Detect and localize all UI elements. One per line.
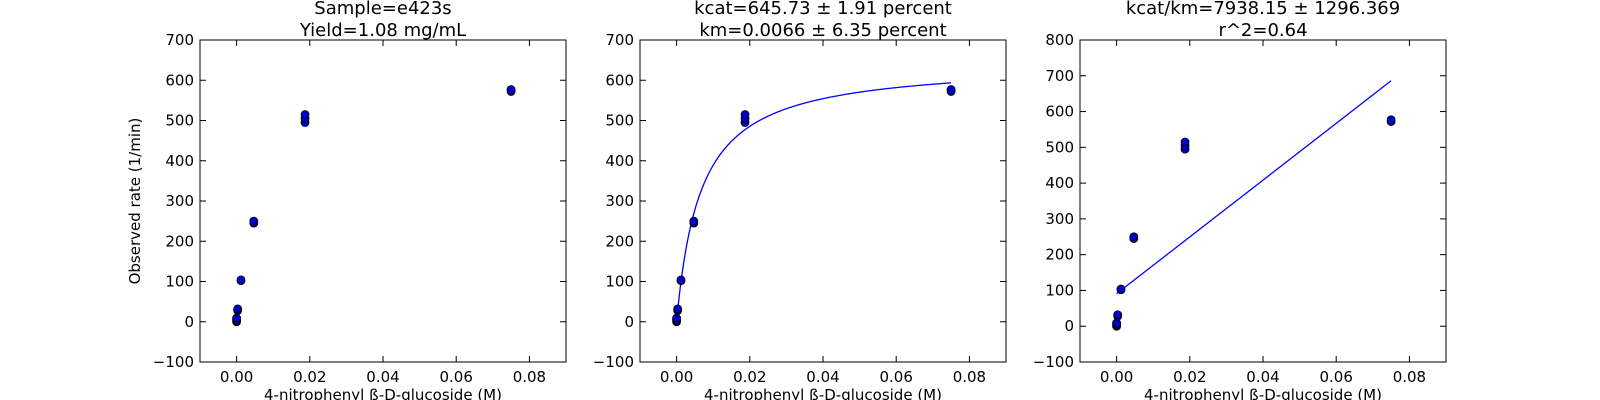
y-tick-label: 700	[1045, 67, 1074, 85]
y-axis-label: Observed rate (1/min)	[126, 118, 144, 285]
x-tick-label: 0.00	[220, 368, 253, 386]
y-tick-label: 100	[165, 273, 194, 291]
y-tick-label: 300	[1045, 210, 1074, 228]
x-tick-label: 0.08	[513, 368, 546, 386]
data-point	[946, 85, 956, 94]
y-tick-label: 0	[184, 313, 194, 331]
x-tick-label: 0.08	[953, 368, 986, 386]
y-tick-label: 0	[624, 313, 634, 331]
data-point	[232, 313, 242, 323]
y-tick-label: 200	[605, 232, 634, 250]
x-axis-label: 4-nitrophenyl ß-D-glucoside (M)	[264, 386, 502, 400]
data-point	[672, 313, 681, 323]
data-point	[1116, 284, 1126, 294]
y-tick-label: 700	[165, 31, 194, 49]
x-tick-label: 0.06	[879, 368, 912, 386]
fit-curve	[675, 82, 952, 322]
y-tick-label: 0	[1064, 317, 1074, 335]
y-tick-label: 400	[1045, 174, 1074, 192]
data-point	[236, 275, 246, 285]
data-point	[249, 216, 259, 226]
y-tick-label: 300	[165, 192, 194, 210]
chart-title-line-1: kcat=645.73 ± 1.91 percent	[694, 0, 952, 19]
data-point	[1113, 310, 1123, 320]
y-tick-label: −100	[153, 353, 194, 371]
x-tick-label: 0.00	[660, 368, 693, 386]
data-point	[1386, 115, 1396, 125]
x-tick-label: 0.04	[806, 368, 839, 386]
x-tick-label: 0.04	[1246, 368, 1279, 386]
data-point	[233, 304, 243, 314]
y-tick-label: −100	[593, 353, 634, 371]
y-tick-label: 800	[1045, 31, 1074, 49]
x-tick-label: 0.02	[1173, 368, 1206, 386]
y-tick-label: 200	[165, 232, 194, 250]
y-tick-label: −100	[1033, 353, 1074, 371]
x-tick-label: 0.02	[293, 368, 326, 386]
x-tick-label: 0.06	[439, 368, 472, 386]
y-tick-label: 500	[1045, 138, 1074, 156]
x-axis-label: 4-nitrophenyl ß-D-glucoside (M)	[1144, 386, 1382, 400]
chart-title-line-2: r^2=0.64	[1218, 20, 1307, 41]
y-tick-label: 100	[605, 273, 634, 291]
axes-frame	[1079, 39, 1447, 363]
y-tick-label: 300	[605, 192, 634, 210]
data-point	[740, 110, 750, 119]
y-tick-label: 700	[605, 31, 634, 49]
chart-title-line-1: Sample=e423s	[314, 0, 451, 19]
x-tick-label: 0.02	[733, 368, 766, 386]
y-tick-label: 600	[165, 71, 194, 89]
x-tick-label: 0.00	[1100, 368, 1133, 386]
chart-title-line-1: kcat/km=7938.15 ± 1296.369	[1126, 0, 1400, 19]
data-point	[1129, 232, 1139, 242]
x-axis-label: 4-nitrophenyl ß-D-glucoside (M)	[704, 386, 942, 400]
y-tick-label: 400	[605, 152, 634, 170]
data-point	[676, 275, 686, 285]
y-tick-label: 100	[1045, 281, 1074, 299]
y-tick-label: 600	[1045, 103, 1074, 121]
y-tick-label: 500	[605, 112, 634, 130]
chart-title-line-2: km=0.0066 ± 6.35 percent	[699, 20, 946, 41]
x-tick-label: 0.08	[1393, 368, 1426, 386]
data-point	[506, 85, 516, 94]
data-point	[1180, 137, 1190, 147]
data-point	[689, 216, 699, 226]
y-tick-label: 200	[1045, 246, 1074, 264]
x-tick-label: 0.04	[366, 368, 399, 386]
y-tick-label: 600	[605, 71, 634, 89]
chart-title-line-2: Yield=1.08 mg/mL	[299, 20, 466, 41]
y-tick-label: 500	[165, 112, 194, 130]
data-point	[300, 110, 310, 119]
y-tick-label: 400	[165, 152, 194, 170]
x-tick-label: 0.06	[1319, 368, 1352, 386]
fit-line	[1116, 80, 1392, 295]
data-point	[673, 304, 683, 314]
